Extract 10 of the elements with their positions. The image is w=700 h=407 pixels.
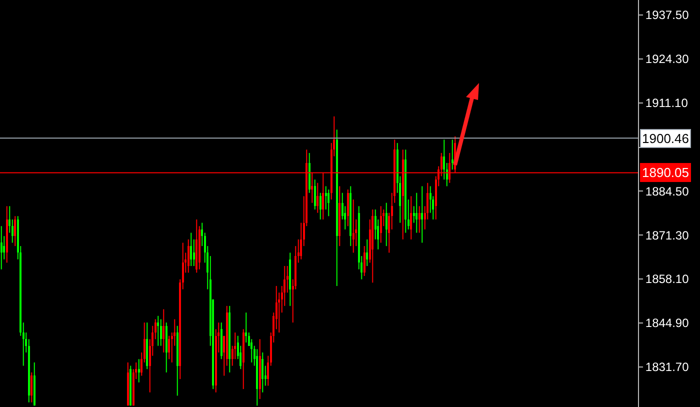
y-tick-label: 1884.50	[645, 184, 690, 198]
y-tick-label: 1911.10	[645, 96, 688, 110]
ref-line-label: 1890.05	[642, 165, 689, 180]
y-tick-label: 1844.90	[645, 316, 690, 330]
y-tick-label: 1924.30	[645, 52, 690, 66]
y-tick-label: 1937.50	[645, 8, 690, 22]
ref-line-label: 1900.46	[642, 131, 689, 146]
y-tick-label: 1858.10	[645, 272, 690, 286]
y-tick-label: 1871.30	[645, 228, 690, 242]
y-tick-label: 1831.70	[645, 360, 690, 374]
